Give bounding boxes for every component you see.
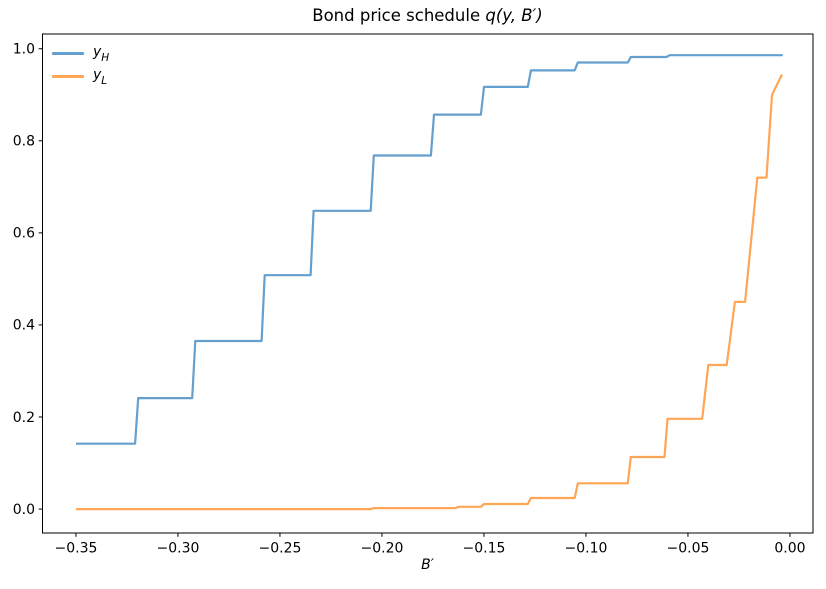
legend-item-yH: yH (52, 42, 109, 65)
series-line-y_H (76, 54, 783, 445)
chart-title-math: q(y, B′) (485, 6, 543, 25)
y-tick-label: 1.0 (13, 42, 35, 58)
x-axis-label: B′ (421, 557, 434, 573)
y-tick-label: 0.0 (13, 502, 35, 518)
legend-label-yL-sub: L (101, 74, 108, 87)
legend-item-yL: yL (52, 65, 109, 88)
y-tick-label: 0.4 (13, 318, 35, 334)
legend-label-yH-main: y (93, 43, 102, 60)
legend-label-yL-main: y (93, 66, 102, 83)
x-tick-label: 0.00 (774, 541, 805, 557)
series-line-y_L (76, 74, 783, 511)
x-tick-label: −0.10 (564, 541, 607, 557)
legend: yH yL (52, 42, 109, 88)
legend-label-yH: yH (93, 43, 110, 64)
y-tick-label: 0.8 (13, 134, 35, 150)
legend-line-yH (52, 52, 84, 55)
y-tick-label: 0.2 (13, 410, 35, 426)
x-tick-label: −0.35 (55, 541, 98, 557)
chart-title: Bond price schedule q(y, B′) (42, 6, 813, 25)
legend-label-yH-sub: H (101, 51, 110, 64)
legend-line-yL (52, 75, 84, 78)
x-tick-label: −0.25 (259, 541, 302, 557)
x-tick-label: −0.20 (360, 541, 403, 557)
x-tick-label: −0.30 (157, 541, 200, 557)
legend-label-yL: yL (93, 66, 108, 87)
y-tick-label: 0.6 (13, 226, 35, 242)
axes-spines (42, 33, 814, 534)
x-tick-label: −0.05 (666, 541, 709, 557)
x-tick-label: −0.15 (462, 541, 505, 557)
chart-title-text: Bond price schedule (312, 6, 486, 25)
